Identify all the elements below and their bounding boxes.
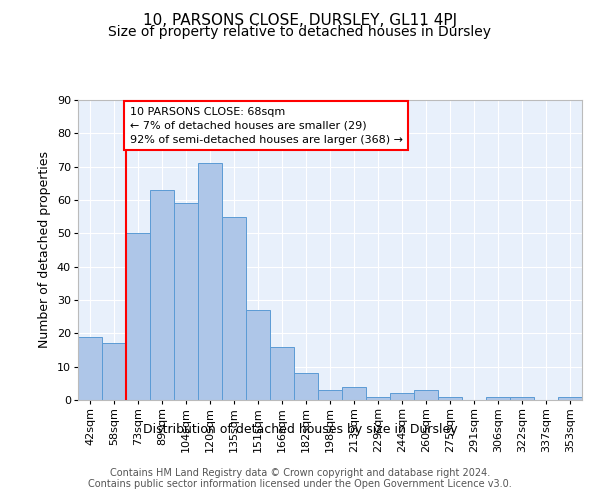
Bar <box>270 346 294 400</box>
Bar <box>198 164 222 400</box>
Text: 10, PARSONS CLOSE, DURSLEY, GL11 4PJ: 10, PARSONS CLOSE, DURSLEY, GL11 4PJ <box>143 12 457 28</box>
Bar <box>510 396 534 400</box>
Bar <box>174 204 198 400</box>
Bar <box>318 390 342 400</box>
Bar <box>222 216 246 400</box>
Bar <box>102 344 126 400</box>
Bar <box>414 390 438 400</box>
Text: Contains HM Land Registry data © Crown copyright and database right 2024.
Contai: Contains HM Land Registry data © Crown c… <box>88 468 512 489</box>
Bar <box>126 234 150 400</box>
Bar <box>390 394 414 400</box>
Y-axis label: Number of detached properties: Number of detached properties <box>38 152 52 348</box>
Bar <box>558 396 582 400</box>
Text: 10 PARSONS CLOSE: 68sqm
← 7% of detached houses are smaller (29)
92% of semi-det: 10 PARSONS CLOSE: 68sqm ← 7% of detached… <box>130 106 403 144</box>
Bar <box>150 190 174 400</box>
Bar <box>246 310 270 400</box>
Bar <box>294 374 318 400</box>
Bar <box>366 396 390 400</box>
Bar <box>438 396 462 400</box>
Bar <box>342 386 366 400</box>
Bar <box>486 396 510 400</box>
Bar <box>78 336 102 400</box>
Text: Size of property relative to detached houses in Dursley: Size of property relative to detached ho… <box>109 25 491 39</box>
Text: Distribution of detached houses by size in Dursley: Distribution of detached houses by size … <box>143 422 457 436</box>
